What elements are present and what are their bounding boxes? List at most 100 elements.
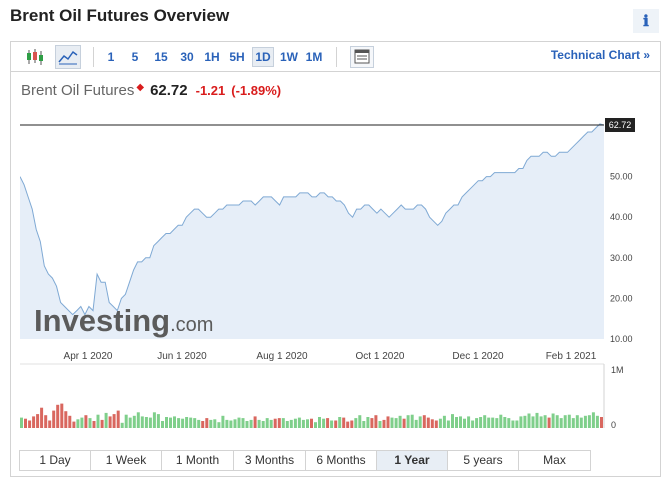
- volume-bar: [442, 415, 446, 428]
- volume-bar: [575, 415, 579, 428]
- volume-bar: [257, 419, 261, 428]
- volume-bar: [551, 413, 555, 428]
- price-chart[interactable]: 62.72 50.00 40.00 30.00 20.00 10.00 Apr 1 20…: [0, 0, 670, 445]
- volume-bar: [68, 415, 72, 428]
- volume-bar: [467, 416, 471, 428]
- range-max-button[interactable]: Max: [543, 453, 566, 467]
- volume-bar: [132, 415, 136, 428]
- range-5-years-button[interactable]: 5 years: [448, 451, 519, 470]
- volume-bar: [28, 420, 32, 428]
- volume-axis-label-max: 1M: [611, 365, 624, 375]
- time-range-selector: 1 Day 1 Week 1 Month 3 Months 6 Months 1…: [19, 450, 591, 471]
- price-change-percent: (-1.89%): [231, 83, 282, 98]
- y-tick-label: 20.00: [610, 293, 633, 303]
- line-chart-icon[interactable]: [55, 45, 81, 69]
- volume-bar: [148, 417, 152, 428]
- volume-bar: [245, 421, 249, 428]
- info-icon[interactable]: ℹ: [633, 9, 659, 33]
- volume-bar: [72, 421, 76, 428]
- volume-bar: [338, 417, 342, 428]
- volume-bar: [519, 416, 523, 428]
- volume-bar: [112, 414, 116, 428]
- volume-bar: [583, 415, 587, 428]
- interval-15-button[interactable]: 15: [154, 50, 168, 64]
- volume-bar: [555, 415, 559, 428]
- volume-bar: [20, 417, 23, 428]
- volume-bar: [491, 417, 495, 428]
- last-price-badge-label: 62.72: [609, 120, 632, 130]
- y-tick-label: 30.00: [610, 253, 633, 263]
- interval-1m-button[interactable]: 1M: [305, 50, 323, 64]
- x-tick-label: Oct 1 2020: [356, 351, 405, 362]
- interval-1w-button[interactable]: 1W: [280, 50, 298, 64]
- volume-bar: [527, 413, 531, 428]
- volume-bar: [205, 418, 209, 428]
- volume-bar: [487, 417, 491, 428]
- volume-bar: [595, 415, 599, 428]
- x-tick-label: Apr 1 2020: [64, 351, 113, 362]
- range-1-week-button[interactable]: 1 Week: [91, 451, 162, 470]
- technical-chart-link[interactable]: Technical Chart »: [550, 48, 650, 62]
- last-price: 62.72: [150, 82, 188, 99]
- volume-bar: [48, 420, 52, 428]
- volume-bar: [56, 404, 60, 428]
- volume-bar: [24, 418, 27, 428]
- volume-bar: [378, 421, 382, 428]
- volume-bar: [173, 416, 176, 428]
- volume-bar: [108, 416, 112, 428]
- volume-bar: [96, 414, 100, 428]
- range-1-year-button[interactable]: 1 Year: [377, 451, 448, 470]
- volume-bar: [322, 418, 326, 428]
- volume-bar: [390, 417, 394, 428]
- volume-bar: [265, 418, 269, 428]
- volume-bar: [92, 421, 96, 428]
- volume-bar: [571, 418, 575, 428]
- range-1-day-button[interactable]: 1 Day: [20, 451, 91, 470]
- volume-bar: [330, 420, 334, 428]
- interval-1d-button[interactable]: 1D: [252, 47, 274, 67]
- volume-bar: [249, 419, 253, 428]
- volume-bar: [217, 422, 221, 428]
- volume-bar: [386, 416, 390, 428]
- volume-bar: [539, 416, 543, 428]
- page-title: Brent Oil Futures Overview: [10, 6, 230, 25]
- volume-bar: [88, 418, 92, 428]
- volume-bar: [402, 418, 406, 428]
- interval-1-button[interactable]: 1: [107, 50, 115, 64]
- volume-bar: [104, 412, 108, 428]
- y-tick-label: 10.00: [610, 334, 633, 344]
- chart-settings-icon[interactable]: [350, 46, 374, 68]
- volume-bar: [301, 419, 305, 428]
- interval-1h-button[interactable]: 1H: [204, 50, 220, 64]
- volume-bar: [314, 422, 317, 428]
- x-tick-label: Feb 1 2021: [546, 351, 597, 362]
- range-6-months-button[interactable]: 6 Months: [306, 451, 377, 470]
- range-1-month-button[interactable]: 1 Month: [162, 451, 234, 470]
- volume-bar: [161, 421, 164, 428]
- volume-bar: [237, 417, 241, 428]
- volume-bar: [221, 415, 225, 428]
- range-3-months-button[interactable]: 3 Months: [234, 451, 306, 470]
- volume-bar: [318, 417, 321, 428]
- interval-30-button[interactable]: 30: [180, 50, 194, 64]
- volume-bar: [563, 415, 567, 428]
- volume-bar: [128, 417, 132, 428]
- last-price-badge: [605, 118, 635, 132]
- volume-bar: [253, 416, 257, 428]
- volume-bar: [579, 417, 583, 428]
- volume-bar: [451, 414, 454, 428]
- down-arrow-icon: ◆: [136, 82, 145, 93]
- volume-bar: [289, 419, 293, 428]
- chart-panel: 1 5 15 30 1H 5H 1D 1W 1M Technical Chart…: [10, 41, 661, 477]
- volume-bar: [434, 420, 438, 428]
- volume-bar: [177, 418, 181, 428]
- interval-5-button[interactable]: 5: [131, 50, 139, 64]
- volume-bar: [479, 417, 483, 428]
- volume-bar: [559, 418, 563, 428]
- candlestick-icon[interactable]: [25, 48, 45, 66]
- volume-bar: [76, 419, 80, 428]
- interval-5h-button[interactable]: 5H: [229, 50, 245, 64]
- volume-bar: [152, 412, 156, 428]
- y-tick-label: 50.00: [610, 172, 633, 182]
- volume-bar: [165, 417, 168, 428]
